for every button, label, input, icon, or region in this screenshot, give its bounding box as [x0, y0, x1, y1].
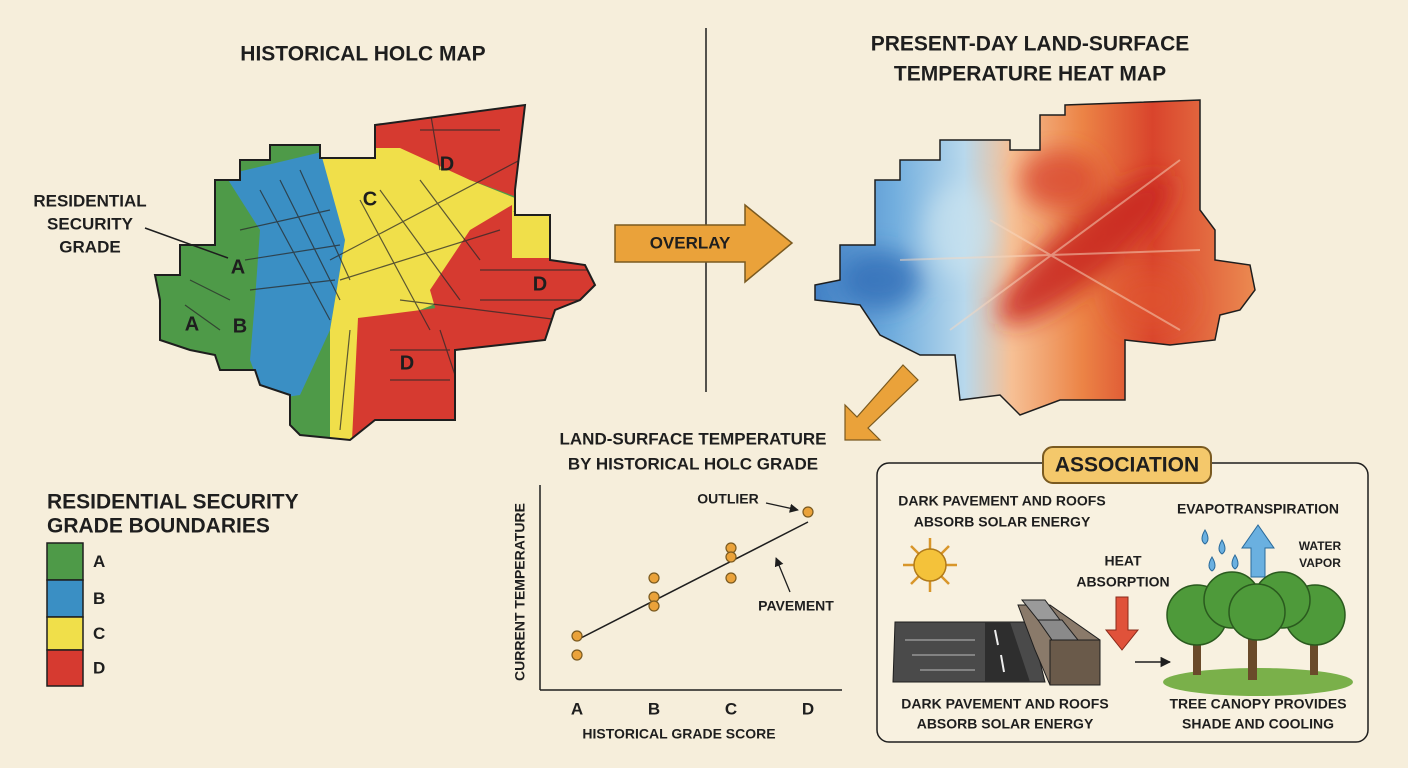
heat-title: PRESENT-DAY LAND-SURFACE: [871, 33, 1190, 56]
sun: [903, 538, 957, 592]
annotation: PAVEMENT: [758, 598, 834, 614]
vapor-arrow: [1241, 524, 1275, 578]
callout-line: SECURITY: [47, 214, 134, 233]
trees: [1163, 571, 1353, 696]
assoc-text: DARK PAVEMENT AND ROOFS: [898, 493, 1105, 509]
assoc-text: VAPOR: [1299, 556, 1341, 570]
callout-line: GRADE: [59, 237, 120, 256]
zone-label: A: [185, 313, 199, 335]
y-label: CURRENT TEMPERATURE: [512, 503, 528, 681]
zone-label: A: [231, 256, 245, 278]
trend-line: [576, 521, 809, 641]
annotation: OUTLIER: [697, 491, 758, 507]
legend-title: GRADE BOUNDARIES: [47, 515, 270, 538]
association-title: ASSOCIATION: [1055, 454, 1199, 477]
assoc-text: DARK PAVEMENT AND ROOFS: [901, 696, 1108, 712]
x-category: A: [571, 699, 583, 718]
points: [571, 506, 814, 661]
callout-leader: [144, 227, 229, 259]
annotation-arrow: [765, 502, 799, 513]
assoc-text: SHADE AND COOLING: [1182, 716, 1334, 732]
x-category: C: [725, 699, 737, 718]
overlay-arrow: [614, 203, 794, 284]
scatter-title: BY HISTORICAL HOLC GRADE: [568, 454, 818, 473]
zone-d: [352, 305, 465, 440]
heat-arrow: [1104, 596, 1140, 651]
legend-swatch: [46, 542, 84, 581]
assoc-text: TREE CANOPY PROVIDES: [1169, 696, 1346, 712]
zone-label: D: [400, 352, 414, 374]
callout-line: RESIDENTIAL: [33, 191, 146, 210]
legend-swatch: [46, 579, 84, 618]
holc-title: HISTORICAL HOLC MAP: [240, 43, 485, 66]
holc-map: [155, 105, 595, 440]
zone-label: D: [440, 153, 454, 175]
x-category: B: [648, 699, 660, 718]
water-drops: [1201, 529, 1239, 572]
assoc-text: ABSORB SOLAR ENERGY: [917, 716, 1094, 732]
down-arrow: [844, 364, 919, 441]
legend-label: D: [93, 658, 105, 677]
legend-label: B: [93, 589, 105, 608]
legend-label: C: [93, 624, 105, 643]
assoc-text: ABSORPTION: [1076, 574, 1169, 590]
assoc-text: HEAT: [1104, 553, 1142, 569]
zone-c: [512, 212, 555, 258]
legend-label: A: [93, 552, 105, 571]
zone-label: B: [233, 315, 247, 337]
pavement: [892, 599, 1101, 686]
zone-label: D: [533, 273, 547, 295]
overlay-label: OVERLAY: [650, 233, 731, 252]
holc-outline: [153, 103, 597, 442]
zone-b: [225, 150, 345, 400]
assoc-text: EVAPOTRANSPIRATION: [1177, 501, 1339, 517]
legend-swatch: [46, 649, 84, 687]
legend-title: RESIDENTIAL SECURITY: [47, 491, 299, 514]
assoc-text: ABSORB SOLAR ENERGY: [914, 514, 1091, 530]
annotation-arrow: [774, 557, 791, 593]
scatter-title: LAND-SURFACE TEMPERATURE: [560, 429, 827, 448]
association-pill: [1042, 446, 1212, 484]
zone-label: C: [363, 188, 377, 210]
x-category: D: [802, 699, 814, 718]
heat-title: TEMPERATURE HEAT MAP: [894, 63, 1166, 86]
assoc-text: WATER: [1299, 539, 1342, 553]
legend-swatch: [46, 616, 84, 651]
heat-outline: [814, 99, 1256, 416]
x-label: HISTORICAL GRADE SCORE: [582, 726, 775, 742]
